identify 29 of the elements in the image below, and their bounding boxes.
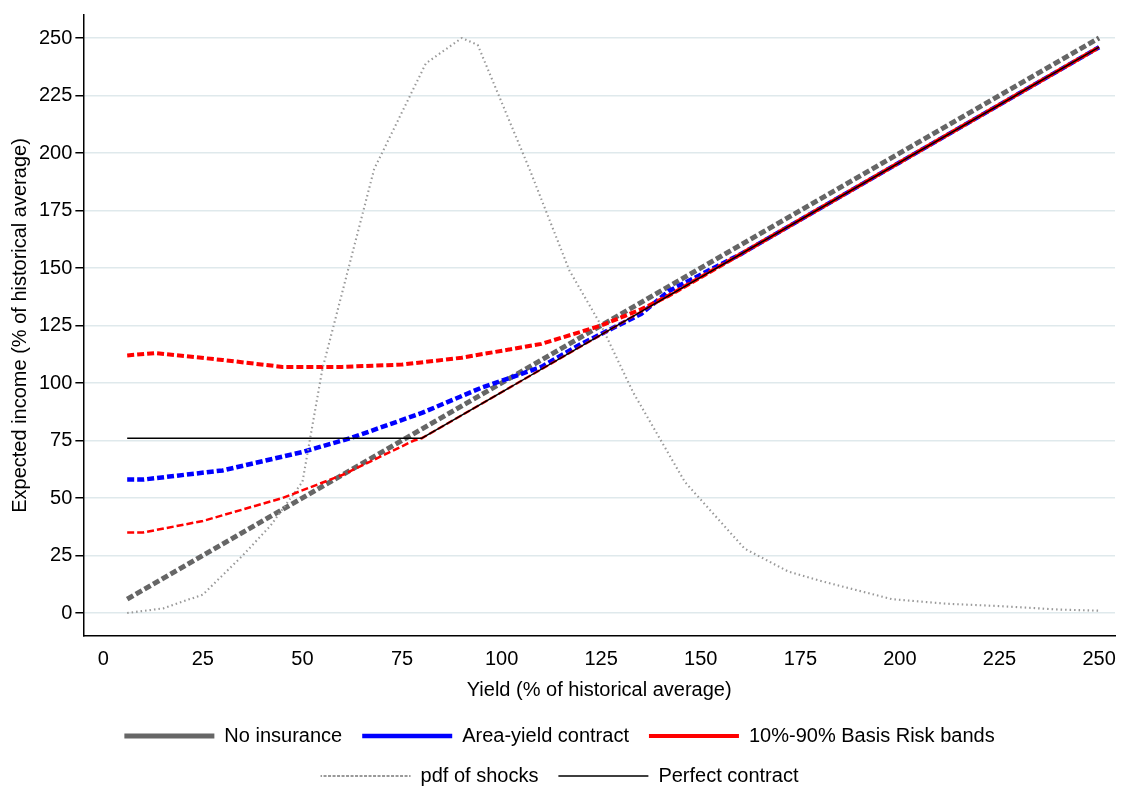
x-tick-label: 175 <box>783 646 818 669</box>
x-tick-label: 0 <box>97 646 109 669</box>
x-tick-label: 75 <box>390 646 414 669</box>
x-tick-label: 125 <box>584 646 618 669</box>
x-tick-label: 225 <box>982 646 1017 669</box>
y-tick-label: 75 <box>50 428 73 451</box>
y-tick-label: 25 <box>50 543 73 566</box>
x-tick-label: 25 <box>191 646 214 669</box>
y-tick-label: 100 <box>38 370 73 393</box>
y-tick-label: 125 <box>38 313 73 336</box>
legend-label: Area-yield contract <box>462 723 630 746</box>
y-tick-label: 250 <box>38 25 73 48</box>
x-tick-label: 100 <box>484 646 519 669</box>
x-tick-label: 200 <box>883 646 917 669</box>
y-tick-label: 0 <box>61 600 73 623</box>
y-tick-label: 200 <box>38 140 73 163</box>
x-tick-label: 150 <box>684 646 718 669</box>
legend-label: 10%-90% Basis Risk bands <box>748 723 995 746</box>
y-tick-label: 50 <box>50 485 73 508</box>
x-axis-title: Yield (% of historical average) <box>466 677 732 700</box>
x-tick-label: 250 <box>1082 646 1116 669</box>
legend-label: No insurance <box>224 723 343 746</box>
legend-label: pdf of shocks <box>420 763 539 786</box>
x-tick-label: 50 <box>291 646 314 669</box>
y-tick-label: 175 <box>38 198 73 221</box>
legend-label: Perfect contract <box>658 763 799 786</box>
y-axis-title: Expected income (% of historical average) <box>7 138 30 513</box>
y-tick-label: 225 <box>38 83 73 106</box>
y-tick-label: 150 <box>38 255 73 278</box>
